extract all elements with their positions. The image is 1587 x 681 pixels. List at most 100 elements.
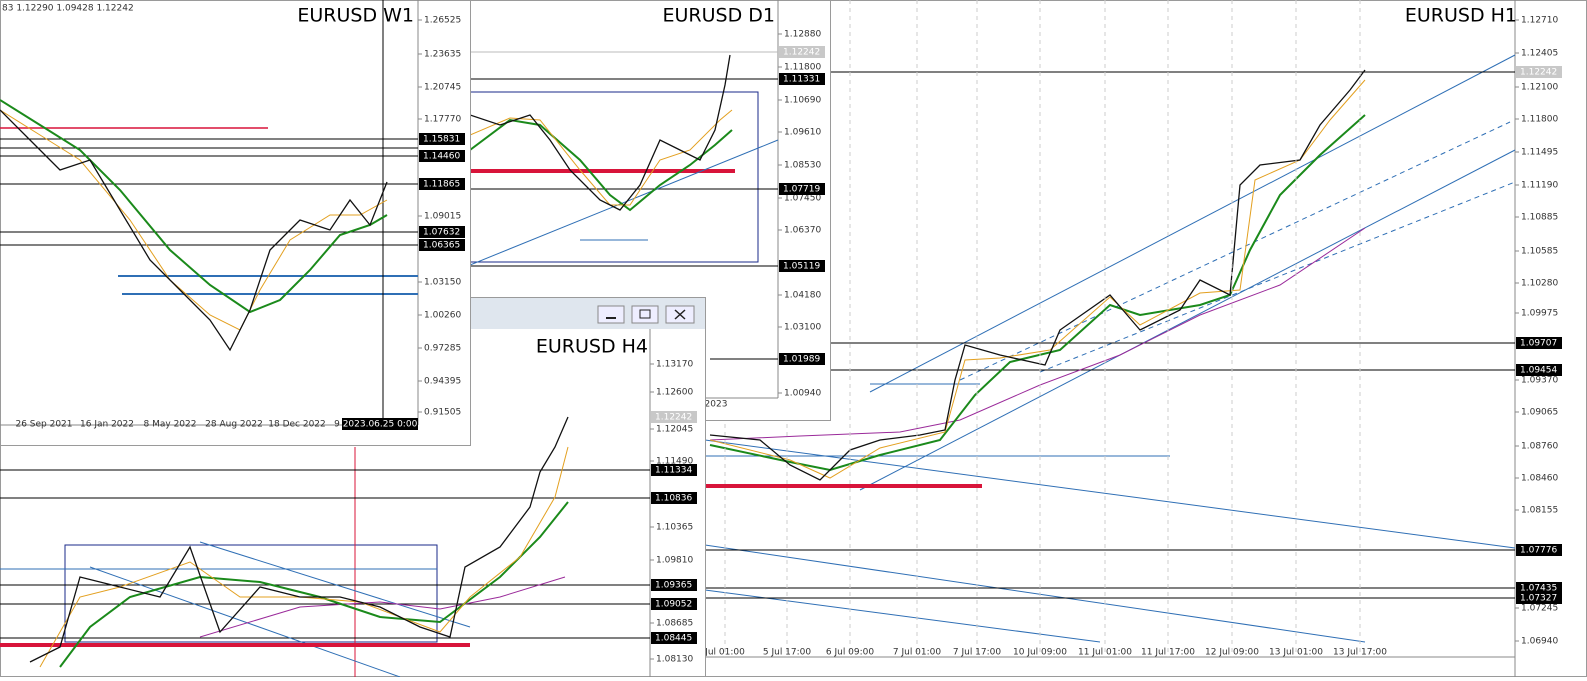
price-label: 1.03150	[424, 278, 461, 288]
price-tag: 1.12242	[783, 48, 820, 58]
time-label: 2023.06.25 0:00	[343, 420, 418, 430]
price-tag: 1.07327	[1520, 594, 1557, 604]
price-tag-bg	[651, 579, 697, 591]
price-tag: 1.09707	[1520, 339, 1557, 349]
price-tag: 1.07632	[423, 228, 460, 238]
price-label: 1.26525	[424, 16, 461, 26]
price-label: 0.94395	[424, 377, 461, 387]
price-tag-bg	[651, 598, 697, 610]
price-label: 1.09810	[656, 556, 693, 566]
price-tag: 1.11334	[655, 466, 692, 476]
ohlc-info: 83 1.12290 1.09428 1.12242	[2, 4, 134, 14]
price-label: 1.09015	[424, 212, 461, 222]
price-tag-bg	[1516, 582, 1562, 594]
price-label: 1.09610	[784, 128, 821, 138]
price-tag-bg	[779, 183, 825, 195]
price-label: 1.00940	[784, 389, 821, 399]
price-label: 1.13170	[656, 360, 693, 370]
time-label: 18 Dec 2022	[268, 420, 326, 430]
price-label: 1.12600	[656, 388, 693, 398]
price-tag-bg	[651, 492, 697, 504]
window-title: EURUSD H1	[1405, 5, 1517, 27]
price-tag: 1.09454	[1520, 366, 1557, 376]
maximize-button[interactable]	[631, 305, 659, 324]
window-buttons[interactable]	[597, 305, 695, 324]
time-label: 2023	[705, 400, 728, 410]
price-tag-bg	[651, 632, 697, 644]
time-label: 5 Jul 17:00	[763, 648, 812, 658]
price-label: 0.91505	[424, 408, 461, 418]
price-tag: 1.08445	[655, 634, 692, 644]
price-label: 1.12880	[784, 30, 821, 40]
price-tag: 1.11865	[423, 180, 460, 190]
price-tag-bg	[779, 73, 825, 85]
price-label: 1.00260	[424, 311, 461, 321]
price-tag: 1.01989	[783, 355, 820, 365]
price-label: 1.12405	[1521, 49, 1558, 59]
window-title: EURUSD D1	[663, 5, 775, 27]
time-label: 7 Jul 17:00	[953, 648, 1002, 658]
price-label: 1.10690	[784, 96, 821, 106]
price-tag: 1.07776	[1520, 546, 1557, 556]
price-label: 1.11800	[1521, 115, 1558, 125]
price-tag: 1.07719	[783, 185, 820, 195]
price-tag: 1.12242	[655, 413, 692, 423]
price-label: 1.07450	[784, 194, 821, 204]
price-tag-bg	[419, 178, 465, 190]
price-label: 1.11490	[656, 457, 693, 467]
price-tag: 1.09052	[655, 600, 692, 610]
price-label: 1.08155	[1521, 506, 1558, 516]
price-tag: 1.10836	[655, 494, 692, 504]
price-label: 1.10585	[1521, 247, 1558, 257]
price-label: 1.09975	[1521, 309, 1558, 319]
time-label: 28 Aug 2022	[205, 420, 263, 430]
price-tag: 1.09365	[655, 581, 692, 591]
price-label: 1.08530	[784, 161, 821, 171]
price-label: 1.11190	[1521, 181, 1558, 191]
price-tag: 1.12242	[1520, 68, 1557, 78]
price-label: 1.11495	[1521, 148, 1558, 158]
price-label: 1.10365	[656, 523, 693, 533]
price-label: 1.06940	[1521, 637, 1558, 647]
price-label: 1.10885	[1521, 213, 1558, 223]
price-label: 1.06370	[784, 226, 821, 236]
price-label: 1.04180	[784, 291, 821, 301]
price-tag: 1.15831	[423, 135, 460, 145]
price-label: 1.23635	[424, 50, 461, 60]
price-label: 1.12100	[1521, 83, 1558, 93]
time-label: 9	[334, 420, 340, 430]
price-label: 1.17770	[424, 115, 461, 125]
price-tag-bg	[419, 226, 465, 238]
price-tag-bg	[419, 133, 465, 145]
price-label: 1.08685	[656, 619, 693, 629]
price-tag: 1.06365	[423, 241, 460, 251]
price-label: 1.11800	[784, 63, 821, 73]
price-label: 1.08130	[656, 655, 693, 665]
minimize-button[interactable]	[597, 305, 625, 324]
price-label: 1.12710	[1521, 16, 1558, 26]
price-label: 1.08460	[1521, 474, 1558, 484]
price-tag-bg	[779, 260, 825, 272]
time-label: 11 Jul 17:00	[1141, 648, 1195, 658]
time-label: 16 Jan 2022	[80, 420, 134, 430]
price-label: 1.20745	[424, 83, 461, 93]
time-label: 12 Jul 09:00	[1205, 648, 1259, 658]
time-label: 26 Sep 2021	[15, 420, 72, 430]
price-label: 1.03100	[784, 323, 821, 333]
price-tag-bg	[419, 239, 465, 251]
time-label: 11 Jul 01:00	[1078, 648, 1132, 658]
price-label: 1.10280	[1521, 279, 1558, 289]
price-tag: 1.11331	[783, 75, 820, 85]
time-label: Jul 01:00	[704, 648, 745, 658]
price-label: 1.07245	[1521, 604, 1558, 614]
price-label: 1.12045	[656, 425, 693, 435]
price-tag-bg	[779, 353, 825, 365]
price-tag-bg	[651, 411, 697, 423]
price-tag-bg	[1516, 592, 1562, 604]
time-label: 10 Jul 09:00	[1013, 648, 1067, 658]
price-label: 1.09065	[1521, 408, 1558, 418]
time-label: 8 May 2022	[144, 420, 197, 430]
time-label: 6 Jul 09:00	[826, 648, 875, 658]
time-label: 13 Jul 01:00	[1269, 648, 1323, 658]
